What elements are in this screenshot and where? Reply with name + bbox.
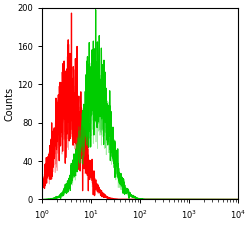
Y-axis label: Counts: Counts [4, 86, 14, 121]
